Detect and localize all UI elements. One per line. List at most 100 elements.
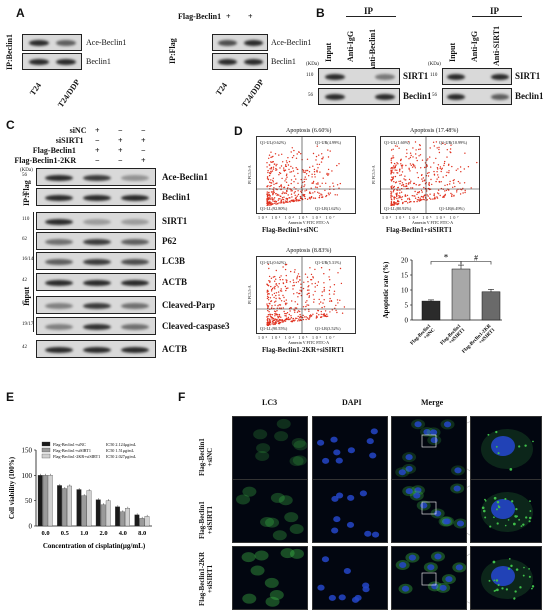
flow-event bbox=[283, 167, 285, 169]
flow-event bbox=[421, 178, 423, 180]
flow-event bbox=[269, 201, 271, 204]
flow-event bbox=[390, 171, 392, 174]
flow-event bbox=[419, 199, 422, 202]
flow-event bbox=[296, 278, 298, 280]
lc3-signal bbox=[276, 418, 291, 429]
flow-event bbox=[285, 164, 287, 166]
flow-event bbox=[395, 164, 397, 166]
flow-event bbox=[294, 194, 296, 196]
flow-event bbox=[297, 273, 300, 275]
flow-event bbox=[326, 315, 329, 317]
blot-a-beclin1 bbox=[22, 53, 82, 70]
flow-event bbox=[436, 171, 438, 173]
flow-event bbox=[312, 165, 314, 167]
blot-band bbox=[121, 219, 149, 225]
flow-event bbox=[297, 182, 299, 184]
flow-event bbox=[304, 197, 306, 200]
lc3-signal bbox=[242, 593, 257, 604]
flow-event bbox=[270, 202, 272, 204]
zoom-image bbox=[470, 416, 542, 480]
flow-event bbox=[278, 198, 280, 200]
flow-event bbox=[306, 317, 309, 319]
flow-event bbox=[320, 301, 322, 303]
flow-event bbox=[435, 180, 437, 183]
lc3-puncta bbox=[529, 500, 531, 503]
lc3-signal bbox=[241, 552, 256, 563]
flow-event bbox=[415, 184, 417, 186]
flow-event bbox=[316, 170, 318, 173]
nucleus bbox=[453, 485, 461, 492]
flow-event bbox=[271, 156, 273, 158]
nucleus bbox=[430, 437, 438, 444]
flow-event bbox=[285, 303, 287, 306]
column-label: Merge bbox=[421, 398, 444, 407]
flow-event bbox=[305, 169, 307, 172]
condition-label: Flag-Beclin1 bbox=[32, 146, 76, 155]
flow-event bbox=[272, 276, 275, 278]
flow-event bbox=[412, 164, 415, 166]
flow-event bbox=[297, 168, 299, 171]
nucleus bbox=[346, 521, 355, 528]
blot-band bbox=[83, 239, 111, 245]
kda: 42 bbox=[22, 278, 27, 283]
flow-event bbox=[436, 197, 439, 199]
flow-event bbox=[298, 318, 300, 320]
flow-event bbox=[290, 270, 292, 273]
nucleus bbox=[445, 576, 453, 583]
flow-event bbox=[268, 154, 271, 156]
flow-event bbox=[419, 144, 421, 147]
flow-event bbox=[308, 285, 310, 287]
flow-event bbox=[282, 307, 284, 309]
blot-band bbox=[83, 303, 111, 309]
flow-event bbox=[313, 301, 315, 303]
flow-event bbox=[305, 301, 307, 303]
lc3-signal bbox=[293, 440, 308, 451]
flow-event bbox=[401, 196, 404, 198]
flow-event bbox=[459, 166, 462, 168]
nucleus bbox=[443, 518, 451, 525]
flow-event bbox=[319, 171, 321, 173]
kda: 110 bbox=[430, 73, 438, 78]
flow-event bbox=[285, 181, 288, 183]
legend-ic50: IC50 1.51μg/mL bbox=[106, 448, 135, 453]
flow-event bbox=[328, 289, 331, 292]
flow-event bbox=[279, 304, 282, 306]
flow-event bbox=[280, 165, 283, 167]
ip-line bbox=[472, 16, 522, 17]
flow-event bbox=[304, 190, 306, 192]
flow-event bbox=[280, 319, 282, 321]
row-label: ACTB bbox=[162, 344, 188, 354]
flow-event bbox=[279, 276, 281, 279]
flow-event bbox=[398, 170, 401, 172]
flow-event bbox=[286, 173, 288, 175]
flow-event bbox=[286, 200, 288, 203]
flow-event bbox=[328, 293, 331, 295]
nucleus bbox=[491, 436, 515, 456]
flow-event bbox=[329, 297, 331, 300]
flow-event bbox=[286, 302, 288, 304]
flow-event bbox=[285, 192, 288, 194]
nucleus bbox=[317, 584, 325, 591]
flow-event bbox=[419, 148, 421, 150]
legend-label: Flag-Beclin1+siNC bbox=[53, 442, 86, 447]
zoom-image bbox=[470, 479, 542, 543]
flow-event bbox=[304, 176, 306, 178]
flow-event bbox=[390, 195, 392, 197]
zoom-box bbox=[421, 572, 437, 586]
flow-event bbox=[287, 287, 289, 289]
sig-mark: * bbox=[444, 253, 449, 263]
blot-b-sirt1 bbox=[318, 68, 400, 85]
y-tick-label: 100 bbox=[22, 472, 33, 480]
flow-event bbox=[291, 156, 294, 159]
flow-event bbox=[307, 281, 309, 283]
flow-event bbox=[269, 172, 272, 175]
condition-mark: − bbox=[118, 126, 123, 135]
lc3-signal bbox=[253, 429, 268, 440]
flow-event bbox=[293, 271, 296, 273]
flow-event bbox=[405, 185, 407, 188]
flow-event bbox=[310, 187, 312, 189]
flow-event bbox=[285, 160, 288, 162]
flow-event bbox=[284, 320, 287, 322]
flow-event bbox=[408, 168, 410, 170]
flow-event bbox=[282, 191, 284, 193]
